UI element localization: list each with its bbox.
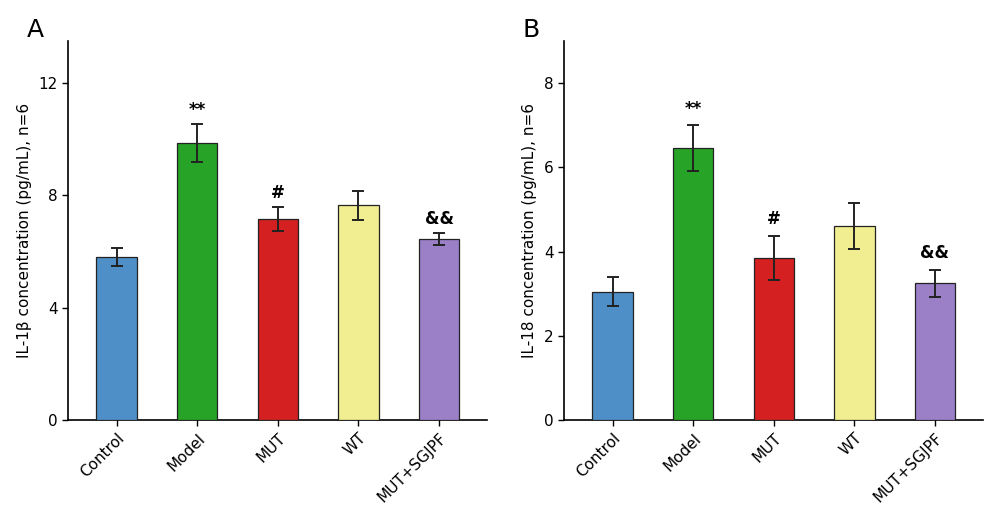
Bar [96, 257, 137, 420]
Text: B: B [522, 18, 540, 42]
Bar [754, 258, 794, 420]
Text: #: # [767, 210, 781, 229]
Text: &&: && [425, 210, 454, 228]
Text: **: ** [685, 100, 702, 117]
Text: &&: && [920, 244, 949, 262]
Text: #: # [271, 184, 285, 203]
Bar [673, 148, 713, 420]
Y-axis label: IL-18 concentration (pg/mL), n=6: IL-18 concentration (pg/mL), n=6 [522, 103, 537, 358]
Bar [419, 239, 459, 420]
Bar [258, 219, 298, 420]
Text: A: A [26, 18, 43, 42]
Bar [177, 144, 217, 420]
Bar [592, 292, 633, 420]
Bar [834, 227, 875, 420]
Y-axis label: IL-1β concentration (pg/mL), n=6: IL-1β concentration (pg/mL), n=6 [17, 103, 32, 358]
Bar [338, 205, 379, 420]
Text: **: ** [189, 101, 206, 119]
Bar [915, 283, 955, 420]
